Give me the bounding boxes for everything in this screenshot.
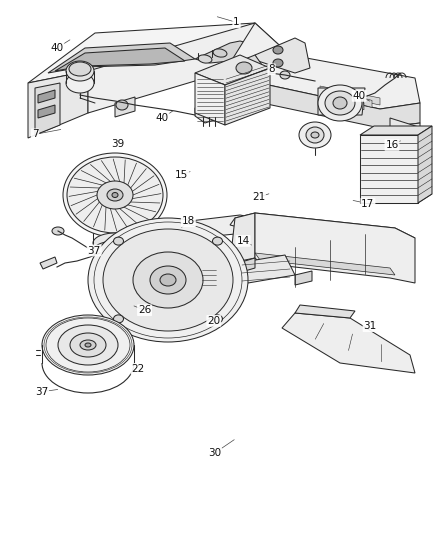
Ellipse shape [52, 227, 64, 235]
Polygon shape [200, 268, 218, 290]
Polygon shape [38, 90, 55, 103]
Polygon shape [28, 23, 290, 83]
Text: 20: 20 [207, 316, 220, 326]
Polygon shape [185, 215, 255, 238]
Text: 18: 18 [182, 216, 195, 226]
Ellipse shape [273, 46, 283, 54]
Text: 40: 40 [50, 43, 64, 53]
Text: 26: 26 [138, 305, 151, 315]
Ellipse shape [213, 49, 227, 57]
Text: 14: 14 [237, 236, 250, 246]
Text: 40: 40 [353, 91, 366, 101]
Ellipse shape [280, 71, 290, 79]
Ellipse shape [93, 241, 137, 261]
Ellipse shape [63, 153, 167, 237]
Polygon shape [360, 135, 418, 203]
Polygon shape [35, 83, 60, 135]
Polygon shape [295, 271, 312, 285]
Text: 37: 37 [88, 246, 101, 255]
Ellipse shape [42, 315, 134, 375]
Polygon shape [48, 43, 195, 73]
Polygon shape [230, 213, 255, 263]
Ellipse shape [70, 333, 106, 357]
Polygon shape [115, 97, 135, 117]
Ellipse shape [212, 237, 223, 245]
Text: 8: 8 [268, 64, 275, 74]
Polygon shape [230, 55, 262, 75]
Polygon shape [282, 313, 415, 373]
Polygon shape [195, 73, 225, 125]
Text: 37: 37 [35, 387, 48, 397]
Text: 31: 31 [364, 321, 377, 331]
Text: 22: 22 [131, 364, 145, 374]
Polygon shape [336, 91, 364, 110]
Text: 16: 16 [385, 140, 399, 150]
Text: 17: 17 [361, 199, 374, 208]
Polygon shape [38, 105, 55, 118]
Ellipse shape [311, 132, 319, 138]
Polygon shape [238, 255, 295, 283]
Ellipse shape [318, 85, 362, 121]
Polygon shape [255, 213, 415, 283]
Text: 30: 30 [208, 448, 221, 458]
Ellipse shape [212, 315, 223, 323]
Text: 15: 15 [175, 170, 188, 180]
Polygon shape [88, 23, 255, 113]
Ellipse shape [103, 229, 233, 331]
Polygon shape [395, 152, 415, 164]
Ellipse shape [236, 62, 252, 74]
Ellipse shape [66, 73, 94, 93]
Ellipse shape [273, 59, 283, 67]
Polygon shape [40, 257, 57, 269]
Polygon shape [230, 213, 415, 245]
Text: 40: 40 [155, 114, 169, 123]
Polygon shape [55, 48, 185, 71]
Text: 39: 39 [112, 139, 125, 149]
Polygon shape [418, 126, 432, 203]
Polygon shape [318, 88, 365, 115]
Ellipse shape [66, 61, 94, 81]
Ellipse shape [198, 55, 212, 63]
Ellipse shape [160, 274, 176, 286]
Polygon shape [248, 81, 420, 128]
Text: 7: 7 [32, 130, 39, 139]
Polygon shape [295, 305, 355, 318]
Ellipse shape [333, 97, 347, 109]
Ellipse shape [113, 315, 124, 323]
Polygon shape [360, 126, 432, 135]
Ellipse shape [112, 192, 118, 198]
Polygon shape [390, 118, 425, 168]
Polygon shape [195, 102, 225, 123]
Polygon shape [195, 55, 270, 85]
Ellipse shape [107, 189, 123, 201]
Ellipse shape [93, 233, 137, 253]
Ellipse shape [80, 340, 96, 350]
Polygon shape [225, 68, 270, 125]
Text: 21: 21 [252, 192, 265, 202]
Ellipse shape [299, 122, 331, 148]
Ellipse shape [69, 62, 91, 76]
Polygon shape [195, 41, 275, 63]
Ellipse shape [58, 325, 118, 365]
Polygon shape [380, 123, 420, 157]
Ellipse shape [150, 266, 186, 294]
Polygon shape [320, 86, 380, 105]
Ellipse shape [85, 343, 91, 347]
Polygon shape [238, 258, 255, 273]
Polygon shape [230, 23, 420, 109]
Polygon shape [328, 88, 372, 108]
Polygon shape [255, 38, 310, 73]
Ellipse shape [116, 100, 128, 110]
Polygon shape [28, 71, 88, 138]
Ellipse shape [97, 181, 133, 209]
Ellipse shape [88, 218, 248, 342]
Ellipse shape [325, 91, 355, 115]
Ellipse shape [67, 157, 163, 233]
Ellipse shape [133, 252, 203, 308]
Ellipse shape [306, 127, 324, 143]
Polygon shape [395, 165, 420, 181]
Ellipse shape [113, 237, 124, 245]
Text: 1: 1 [233, 18, 240, 27]
Polygon shape [255, 253, 395, 275]
